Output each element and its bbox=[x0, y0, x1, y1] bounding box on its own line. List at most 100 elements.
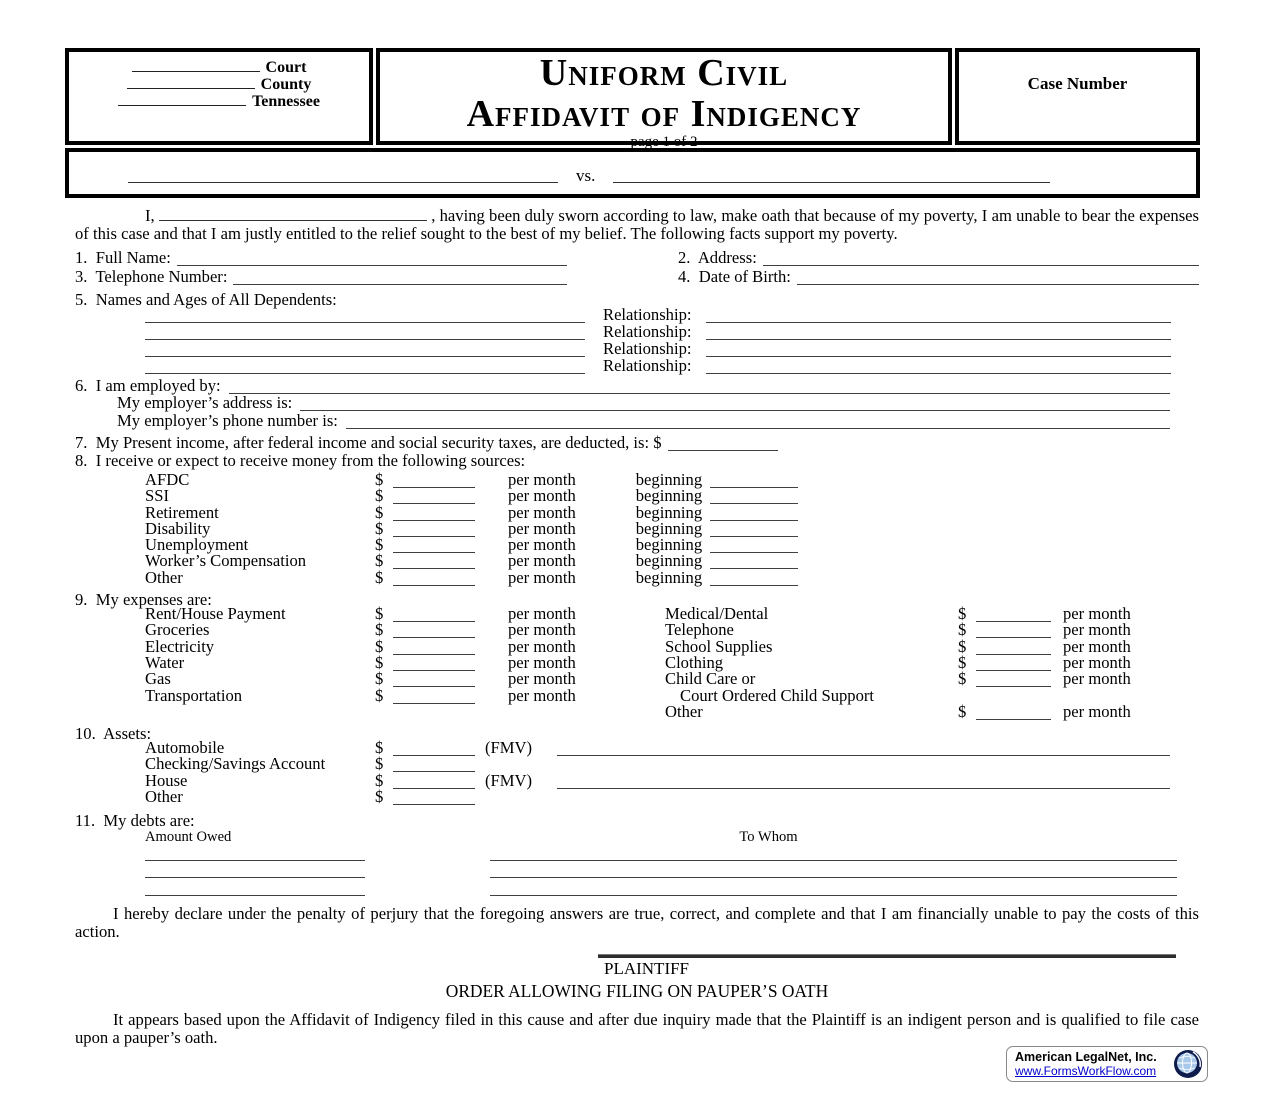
source-row-unemployment: Unemployment $ per month beginning bbox=[145, 535, 1199, 555]
relationship-field[interactable] bbox=[705, 344, 1171, 357]
formsworkflow-link[interactable]: www.FormsWorkFlow.com bbox=[1015, 1064, 1157, 1078]
source-row-afdc: AFDC $ per month beginning bbox=[145, 470, 1199, 490]
logo-text-block: American LegalNet, Inc. www.FormsWorkFlo… bbox=[1015, 1050, 1167, 1078]
dependent-row: Relationship: bbox=[145, 305, 1199, 325]
county-name-field[interactable] bbox=[126, 76, 255, 89]
expense-row-water: Water $ per month bbox=[145, 653, 665, 673]
expense-row-medical: Medical/Dental $ per month bbox=[665, 604, 1199, 624]
asset-value-field[interactable] bbox=[393, 776, 475, 789]
to-whom-field[interactable] bbox=[490, 883, 1177, 896]
district-field[interactable] bbox=[118, 93, 247, 106]
amount-field[interactable] bbox=[393, 573, 475, 586]
beginning-date-field[interactable] bbox=[710, 524, 799, 537]
amount-owed-field[interactable] bbox=[145, 883, 365, 896]
amount-field[interactable] bbox=[976, 625, 1051, 639]
to-whom-field[interactable] bbox=[490, 865, 1177, 879]
relationship-field[interactable] bbox=[705, 361, 1171, 374]
amount-owed-field[interactable] bbox=[145, 865, 365, 879]
asset-label: Checking/Savings Account bbox=[145, 754, 326, 774]
employer-address-field[interactable] bbox=[300, 398, 1170, 412]
case-number-label: Case Number bbox=[1027, 74, 1128, 93]
asset-description-field[interactable] bbox=[557, 743, 1170, 757]
plaintiff-name-field[interactable] bbox=[128, 170, 558, 183]
asset-value-field[interactable] bbox=[393, 743, 475, 757]
dependent-name-field[interactable] bbox=[145, 310, 585, 323]
dependent-row: Relationship: bbox=[145, 322, 1199, 342]
beginning-date-field[interactable] bbox=[710, 556, 799, 570]
relationship-field[interactable] bbox=[705, 327, 1171, 340]
expense-label: Groceries bbox=[145, 620, 210, 640]
per-month-label: per month bbox=[1063, 701, 1131, 721]
telephone-field[interactable] bbox=[233, 272, 567, 285]
beginning-date-field[interactable] bbox=[710, 475, 799, 488]
amount-field[interactable] bbox=[393, 642, 475, 655]
beginning-date-field[interactable] bbox=[710, 540, 799, 554]
item6b-label: My employer’s phone number is: bbox=[117, 410, 338, 430]
source-label: Other bbox=[145, 567, 183, 587]
amount-field[interactable] bbox=[393, 508, 475, 521]
per-month-label: per month bbox=[1063, 636, 1131, 656]
amount-field[interactable] bbox=[393, 674, 475, 688]
affiant-name-field[interactable] bbox=[158, 219, 427, 221]
amount-field[interactable] bbox=[393, 491, 475, 505]
amount-field[interactable] bbox=[976, 642, 1051, 655]
dollar-sign: $ bbox=[375, 567, 384, 587]
dollar-sign: $ bbox=[375, 502, 384, 522]
amount-field[interactable] bbox=[393, 524, 475, 537]
amount-field[interactable] bbox=[393, 556, 475, 570]
amount-field[interactable] bbox=[393, 691, 475, 704]
relationship-field[interactable] bbox=[705, 310, 1171, 323]
asset-label: Other bbox=[145, 787, 183, 807]
court-name-field[interactable] bbox=[131, 59, 260, 72]
beginning-date-field[interactable] bbox=[710, 573, 799, 586]
dollar-sign: $ bbox=[375, 669, 384, 689]
dependent-name-field[interactable] bbox=[145, 361, 585, 374]
dependent-name-field[interactable] bbox=[145, 344, 585, 357]
header-band: Court County Tennessee Uniform Civil Aff… bbox=[65, 48, 1200, 150]
amount-field[interactable] bbox=[393, 540, 475, 554]
item2-label: 2. Address: bbox=[678, 248, 757, 268]
date-of-birth-field[interactable] bbox=[796, 272, 1199, 285]
full-name-field[interactable] bbox=[176, 253, 567, 267]
employer-name-field[interactable] bbox=[228, 381, 1170, 395]
dependent-name-field[interactable] bbox=[145, 327, 585, 340]
plaintiff-signature-field[interactable] bbox=[598, 953, 1176, 958]
dollar-sign: $ bbox=[375, 652, 384, 672]
amount-field[interactable] bbox=[976, 674, 1051, 688]
amount-field[interactable] bbox=[976, 707, 1051, 720]
vs-label: vs. bbox=[576, 166, 596, 185]
address-row: 2. Address: bbox=[678, 248, 1199, 269]
employer-phone-field[interactable] bbox=[345, 416, 1170, 429]
beginning-date-field[interactable] bbox=[710, 491, 799, 505]
relationship-label: Relationship: bbox=[603, 338, 692, 358]
defendant-name-field[interactable] bbox=[613, 170, 1051, 183]
fmv-label: (FMV) bbox=[485, 738, 533, 758]
asset-description-field[interactable] bbox=[557, 776, 1170, 789]
per-month-label: per month bbox=[508, 636, 576, 656]
expense-label: Telephone bbox=[665, 620, 734, 640]
county-line: County bbox=[69, 76, 369, 93]
amount-field[interactable] bbox=[976, 658, 1051, 671]
dependent-row: Relationship: bbox=[145, 356, 1199, 376]
form-title-line2: Affidavit of Indigency bbox=[466, 93, 862, 135]
beginning-date-field[interactable] bbox=[710, 508, 799, 521]
asset-row-other: Other $ bbox=[145, 787, 1199, 807]
amount-field[interactable] bbox=[393, 658, 475, 671]
amount-owed-field[interactable] bbox=[145, 848, 365, 861]
asset-value-field[interactable] bbox=[393, 759, 475, 773]
amount-field[interactable] bbox=[393, 609, 475, 623]
amount-field[interactable] bbox=[976, 609, 1051, 623]
row-items-1-2: 1. Full Name: 2. Address: bbox=[75, 248, 1199, 269]
present-income-field[interactable] bbox=[667, 438, 778, 451]
expense-row-electricity: Electricity $ per month bbox=[145, 636, 665, 656]
asset-value-field[interactable] bbox=[393, 792, 475, 806]
case-number-box[interactable]: Case Number bbox=[955, 48, 1200, 145]
amount-field[interactable] bbox=[393, 475, 475, 488]
asset-row-house: House $ (FMV) bbox=[145, 771, 1199, 790]
dollar-sign: $ bbox=[958, 652, 967, 672]
source-label: Disability bbox=[145, 518, 211, 538]
to-whom-field[interactable] bbox=[490, 848, 1177, 861]
amount-field[interactable] bbox=[393, 625, 475, 639]
address-field[interactable] bbox=[762, 253, 1199, 267]
